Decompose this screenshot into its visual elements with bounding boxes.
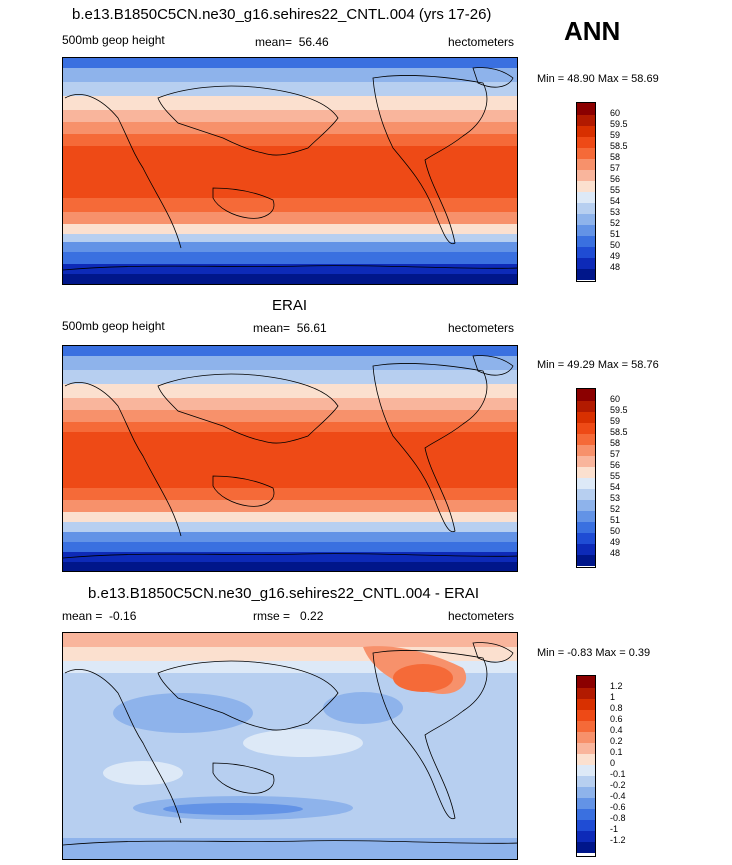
colorbar-tick-label: 58 xyxy=(610,152,621,162)
colorbar-tick-label: -0.2 xyxy=(610,780,626,790)
colorbar-tick-label: 48 xyxy=(610,262,621,272)
colorbar-tick-label: 0.1 xyxy=(610,747,623,757)
panel2-map xyxy=(62,345,518,572)
colorbar-tick-label: 52 xyxy=(610,504,621,514)
panel3-map xyxy=(62,632,518,860)
colorbar-tick-label: 1.2 xyxy=(610,681,623,691)
panel3-mean: mean = -0.16 xyxy=(62,609,137,623)
colorbar-tick-label: 49 xyxy=(610,251,621,261)
panel1-units: hectometers xyxy=(448,35,515,49)
panel2-variable: 500mb geop height xyxy=(62,319,165,333)
colorbar-tick-label: 52 xyxy=(610,218,621,228)
colorbar-tick-label: 60 xyxy=(610,394,621,404)
colorbar-tick-label: 50 xyxy=(610,240,621,250)
colorbar-tick-label: 0.2 xyxy=(610,736,623,746)
colorbar-tick-label: -0.8 xyxy=(610,813,626,823)
colorbar-tick-label: 56 xyxy=(610,460,621,470)
colorbar-tick-label: 51 xyxy=(610,515,621,525)
colorbar-tick-label: -0.4 xyxy=(610,791,626,801)
colorbar-tick-label: 51 xyxy=(610,229,621,239)
panel1-map xyxy=(62,57,518,285)
colorbar-tick-label: 55 xyxy=(610,185,621,195)
colorbar-tick-label: 58 xyxy=(610,438,621,448)
colorbar-tick-label: 58.5 xyxy=(610,141,628,151)
colorbar-tick-label: 60 xyxy=(610,108,621,118)
colorbar-tick-label: 0.8 xyxy=(610,703,623,713)
colorbar-tick-label: 59.5 xyxy=(610,119,628,129)
panel2-colorbar xyxy=(576,388,596,568)
colorbar-tick-label: 56 xyxy=(610,174,621,184)
panel1-mean: mean= 56.46 xyxy=(255,35,329,49)
colorbar-tick-label: 53 xyxy=(610,493,621,503)
colorbar-tick-label: 1 xyxy=(610,692,616,702)
panel2-title: ERAI xyxy=(272,297,308,314)
colorbar-tick-label: -1.2 xyxy=(610,835,626,845)
panel2-units: hectometers xyxy=(448,321,515,335)
season-label: ANN xyxy=(564,16,621,46)
panel3-colorbar xyxy=(576,675,596,857)
panel1-variable: 500mb geop height xyxy=(62,33,165,47)
colorbar-tick-label: 54 xyxy=(610,196,621,206)
colorbar-tick-label: 0.6 xyxy=(610,714,623,724)
colorbar-tick-label: -0.1 xyxy=(610,769,626,779)
colorbar-tick-label: 53 xyxy=(610,207,621,217)
colorbar-tick-label: 57 xyxy=(610,163,621,173)
colorbar-tick-label: 58.5 xyxy=(610,427,628,437)
panel3-rmse: rmse = 0.22 xyxy=(253,609,324,623)
panel3-title: b.e13.B1850C5CN.ne30_g16.sehires22_CNTL.… xyxy=(88,585,480,602)
colorbar-tick-label: 0.4 xyxy=(610,725,623,735)
panel3-units: hectometers xyxy=(448,609,515,623)
colorbar-tick-label: 59 xyxy=(610,416,621,426)
panel2-minmax: Min = 49.29 Max = 58.76 xyxy=(537,359,659,371)
colorbar-tick-label: 57 xyxy=(610,449,621,459)
panel2-mean: mean= 56.61 xyxy=(253,321,327,335)
colorbar-tick-label: 48 xyxy=(610,548,621,558)
colorbar-tick-label: 59.5 xyxy=(610,405,628,415)
panel1-title: b.e13.B1850C5CN.ne30_g16.sehires22_CNTL.… xyxy=(72,6,492,23)
colorbar-tick-label: -0.6 xyxy=(610,802,626,812)
colorbar-tick-label: -1 xyxy=(610,824,619,834)
colorbar-tick-label: 49 xyxy=(610,537,621,547)
colorbar-tick-label: 50 xyxy=(610,526,621,536)
panel1-minmax: Min = 48.90 Max = 58.69 xyxy=(537,73,659,85)
panel3-minmax: Min = -0.83 Max = 0.39 xyxy=(537,647,651,659)
colorbar-tick-label: 0 xyxy=(610,758,616,768)
colorbar-tick-label: 54 xyxy=(610,482,621,492)
colorbar-tick-label: 59 xyxy=(610,130,621,140)
panel1-colorbar xyxy=(576,102,596,282)
colorbar-tick-label: 55 xyxy=(610,471,621,481)
